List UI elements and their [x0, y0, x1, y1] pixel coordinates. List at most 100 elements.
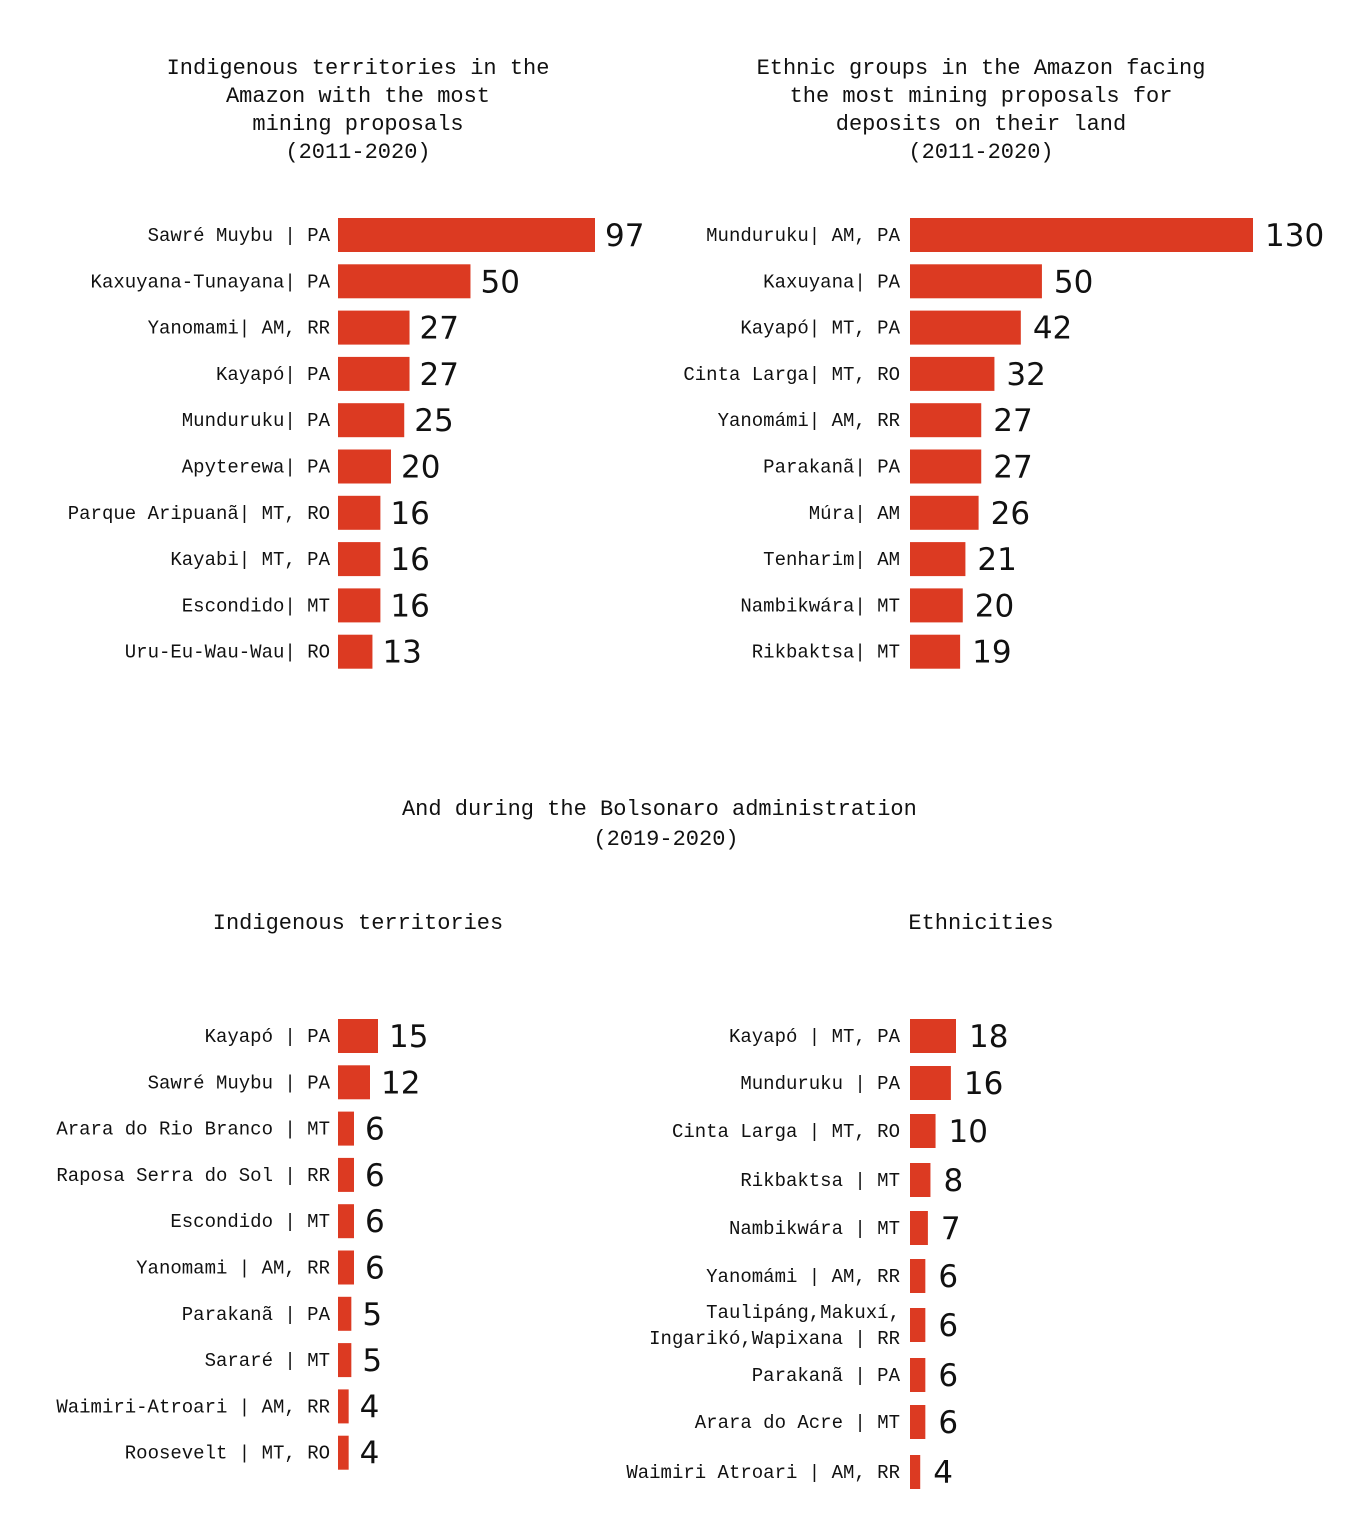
data-label: 16 [964, 1066, 1003, 1102]
category-label-line: Uru-Eu-Wau-Wau| RO [125, 642, 330, 664]
data-label: 8 [943, 1163, 963, 1199]
bar [910, 542, 966, 577]
section-heading-line: And during the Bolsonaro administration [402, 797, 917, 822]
chart-title-line: Indigenous territories in the [167, 56, 550, 81]
data-label: 7 [941, 1211, 961, 1247]
data-label: 27 [420, 357, 459, 393]
category-label-line: Waimiri-Atroari | AM, RR [56, 1396, 330, 1418]
data-label: 32 [1006, 357, 1045, 393]
category-label: Múra| AM [809, 503, 900, 525]
data-label: 5 [362, 1297, 382, 1333]
category-label: Kaxuyana| PA [763, 271, 900, 293]
bar [338, 1111, 354, 1146]
bar [338, 1204, 354, 1239]
category-label: Parakanã| PA [763, 457, 900, 479]
bar [338, 1435, 349, 1470]
category-label-line: Apyterewa| PA [182, 457, 331, 479]
category-label-line: Nambikwára | MT [729, 1218, 900, 1240]
data-label: 16 [390, 588, 429, 624]
bar [910, 1019, 956, 1053]
category-label-line: Kaxuyana| PA [763, 271, 900, 293]
data-label: 19 [972, 635, 1011, 671]
data-label: 20 [401, 450, 440, 486]
bar [338, 1296, 352, 1331]
data-label: 13 [382, 635, 421, 671]
bar [910, 310, 1021, 345]
category-label: Kayapó | PA [205, 1026, 331, 1048]
category-label-line: Nambikwára| MT [740, 595, 900, 617]
category-label-line: Yanomami | AM, RR [136, 1258, 330, 1280]
category-label-line: Yanomámi| AM, RR [718, 410, 900, 432]
category-label-line: Yanomami| AM, RR [148, 318, 330, 340]
category-label-line: Kayapó| MT, PA [740, 318, 900, 340]
category-label: Tenharim| AM [763, 549, 900, 571]
chart-bottom-right: Ethnicities Kayapó | MT, PA 18 Munduruku | … [626, 911, 1053, 1491]
chart-title: Indigenous territories in the Amazon with… [167, 56, 550, 165]
category-label: Parakanã | PA [182, 1304, 331, 1326]
category-label-line: Parakanã | PA [752, 1365, 901, 1387]
bar [910, 588, 963, 623]
category-label: Kayabi| MT, PA [170, 549, 330, 571]
category-label-line: Arara do Acre | MT [695, 1412, 900, 1434]
category-label-line: Kayapó| PA [216, 364, 331, 386]
chart-title: Ethnic groups in the Amazon facing the mo… [757, 56, 1206, 165]
category-label: Taulipáng,Makuxí, Ingarikó,Wapixana | RR [649, 1302, 900, 1350]
category-label-line: Munduruku| AM, PA [706, 225, 900, 247]
data-label: 97 [605, 218, 644, 254]
data-label: 6 [938, 1308, 958, 1344]
category-label: Kayapó| MT, PA [740, 318, 900, 340]
category-label: Kaxuyana-Tunayana| PA [91, 271, 331, 293]
category-label-line: Rikbaktsa| MT [752, 642, 900, 664]
bar [338, 403, 405, 438]
chart-title-line: Ethnic groups in the Amazon facing [757, 56, 1206, 81]
data-label: 12 [381, 1065, 420, 1101]
category-label: Rikbaktsa | MT [740, 1170, 900, 1192]
data-label: 5 [362, 1343, 382, 1379]
category-label: Munduruku | PA [740, 1073, 900, 1095]
data-label: 27 [993, 403, 1032, 439]
chart-title-line: (2011-2020) [908, 140, 1053, 165]
category-label: Nambikwára | MT [729, 1218, 900, 1240]
bar [910, 1455, 921, 1489]
chart-top-left: Indigenous territories in the Amazon with… [68, 56, 645, 671]
category-label: Parakanã | PA [752, 1365, 901, 1387]
data-label: 27 [993, 450, 1032, 486]
bar [338, 1389, 349, 1424]
category-label: Sawré Muybu | PA [148, 1072, 331, 1094]
data-label: 50 [480, 264, 519, 300]
data-label: 130 [1265, 218, 1324, 254]
data-label: 4 [933, 1455, 953, 1491]
data-label: 50 [1054, 264, 1093, 300]
category-label-line: Parque Aripuanã| MT, RO [68, 503, 330, 525]
category-label-line: Munduruku | PA [740, 1073, 900, 1095]
bar [338, 495, 381, 530]
category-label: Arara do Acre | MT [695, 1412, 900, 1434]
category-label-line: Kayapó | MT, PA [729, 1026, 901, 1048]
chart-title: Ethnicities [908, 911, 1053, 936]
category-label: Raposa Serra do Sol | RR [56, 1165, 330, 1187]
category-label: Uru-Eu-Wau-Wau| RO [125, 642, 330, 664]
bar [910, 449, 982, 484]
category-label: Munduruku| AM, PA [706, 225, 900, 247]
category-label: Sawré Muybu | PA [148, 225, 331, 247]
data-label: 42 [1033, 311, 1072, 347]
category-label-line: Tenharim| AM [763, 549, 900, 571]
category-label-line: Escondido| MT [182, 595, 330, 617]
bar [338, 634, 373, 669]
bar [338, 218, 595, 252]
bar [910, 1259, 926, 1293]
category-label-line: Sararé | MT [205, 1350, 330, 1372]
bar [910, 495, 979, 530]
category-label: Yanomami | AM, RR [136, 1258, 330, 1280]
chart-title-line: mining proposals [252, 112, 463, 137]
bar [910, 1358, 926, 1392]
data-label: 20 [975, 588, 1014, 624]
data-label: 16 [390, 496, 429, 532]
category-label-line: Múra| AM [809, 503, 900, 525]
data-label: 10 [949, 1114, 988, 1150]
category-label: Roosevelt | MT, RO [125, 1443, 330, 1465]
data-label: 16 [390, 542, 429, 578]
bar [338, 1065, 370, 1100]
data-label: 21 [977, 542, 1016, 578]
bar [338, 542, 381, 577]
